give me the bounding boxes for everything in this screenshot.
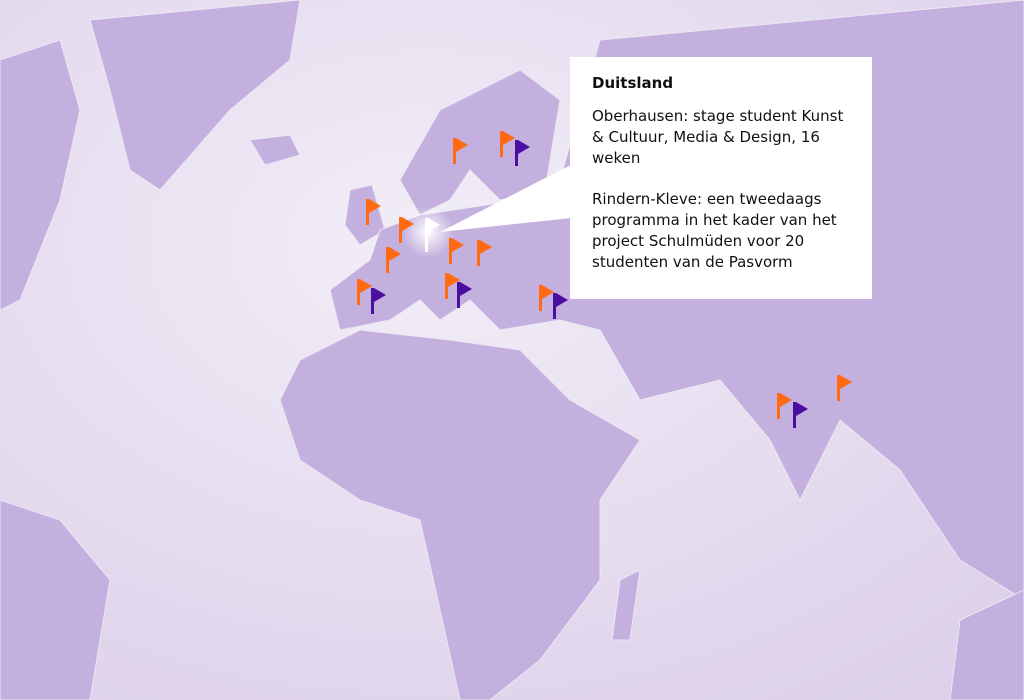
africa (279, 329, 641, 700)
flag-marker-purple-icon[interactable] (457, 282, 473, 308)
uk (344, 184, 386, 246)
popup-pointer (440, 150, 600, 232)
flag-marker-orange-icon[interactable] (366, 199, 382, 225)
flag-marker-orange-icon[interactable] (357, 279, 373, 305)
popup-title: Duitsland (592, 74, 674, 92)
flag-marker-orange-icon[interactable] (539, 285, 555, 311)
australia (949, 589, 1024, 700)
flag-marker-orange-icon[interactable] (500, 131, 516, 157)
flag-marker-orange-icon[interactable] (477, 240, 493, 266)
north-america (0, 39, 81, 311)
popup-entry: Oberhausen: stage student Kunst & Cultuu… (592, 107, 844, 167)
flag-marker-orange-icon[interactable] (386, 247, 402, 273)
iceland (249, 134, 301, 166)
flag-marker-orange-icon[interactable] (445, 273, 461, 299)
popup-entry: Rindern-Kleve: een tweedaags programma i… (592, 190, 837, 271)
flag-marker-selected-icon[interactable] (425, 218, 441, 252)
south-america (0, 499, 111, 700)
flag-marker-purple-icon[interactable] (793, 402, 809, 428)
flag-marker-purple-icon[interactable] (371, 288, 387, 314)
flag-marker-orange-icon[interactable] (449, 238, 465, 264)
flag-marker-orange-icon[interactable] (837, 375, 853, 401)
country-popup: Duitsland Oberhausen: stage student Kuns… (570, 57, 872, 299)
flag-marker-purple-icon[interactable] (515, 140, 531, 166)
flag-marker-orange-icon[interactable] (453, 138, 469, 164)
madagascar (611, 569, 641, 641)
flag-marker-purple-icon[interactable] (553, 293, 569, 319)
greenland (89, 0, 301, 191)
flag-marker-orange-icon[interactable] (777, 393, 793, 419)
flag-marker-orange-icon[interactable] (399, 217, 415, 243)
